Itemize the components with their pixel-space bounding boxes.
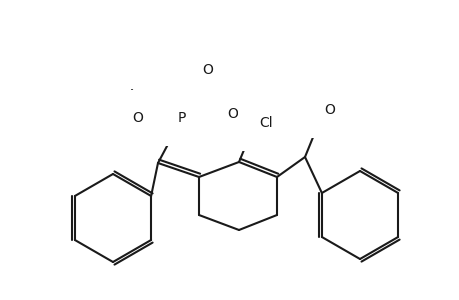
Text: O: O [202, 63, 213, 77]
Text: O: O [226, 107, 237, 121]
Text: Cl: Cl [258, 116, 272, 130]
Text: O: O [132, 111, 143, 125]
Text: O: O [323, 103, 334, 117]
Text: P: P [178, 111, 186, 125]
